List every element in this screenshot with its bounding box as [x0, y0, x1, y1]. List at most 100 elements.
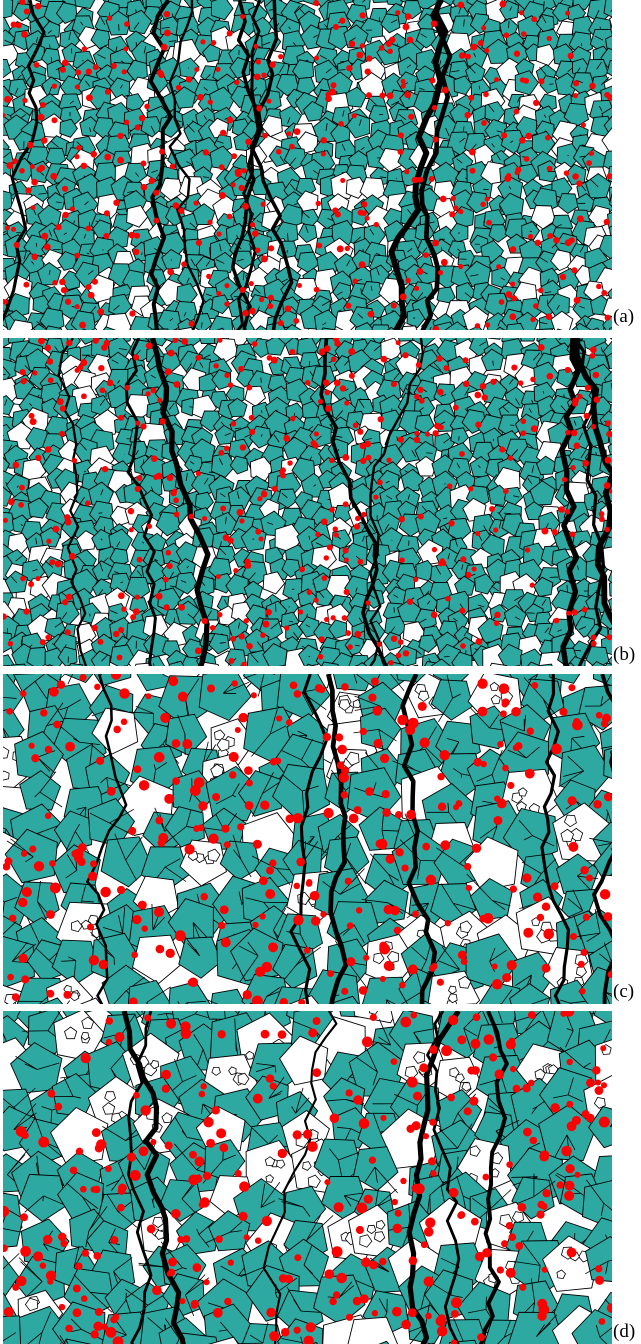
contact-dot — [50, 172, 58, 180]
contact-dot — [567, 796, 577, 806]
force-chain — [124, 338, 157, 666]
contact-dot — [252, 921, 259, 929]
contact-dot — [309, 891, 320, 901]
contact-dot — [323, 807, 334, 819]
contact-dot — [482, 913, 494, 924]
contact-line — [233, 849, 242, 860]
contact-dot — [170, 490, 177, 497]
contact-line — [186, 362, 193, 372]
contact-line — [267, 522, 274, 525]
contact-dot — [446, 483, 453, 489]
contact-dot — [239, 444, 247, 451]
contact-dot — [511, 364, 518, 371]
force-chain — [368, 338, 425, 666]
pentagon — [93, 674, 132, 687]
contact-line — [0, 936, 2, 941]
contact-line — [216, 259, 225, 264]
contact-dot — [379, 92, 386, 99]
contact-line — [372, 1071, 378, 1086]
contact-line — [238, 945, 259, 957]
contact-dot — [480, 201, 486, 208]
contact-dot — [581, 606, 588, 613]
contact-dot — [498, 683, 510, 694]
contact-line — [180, 579, 187, 583]
contact-dot — [502, 764, 509, 772]
pentagon — [79, 997, 102, 1004]
contact-line — [270, 621, 280, 630]
contact-dot — [3, 517, 8, 523]
contact-dot — [224, 283, 230, 289]
contact-line — [386, 495, 393, 500]
contact-dot — [64, 629, 71, 636]
contact-dot — [493, 77, 500, 83]
contact-line — [135, 450, 139, 456]
contact-line — [418, 87, 425, 91]
contact-dot — [338, 121, 344, 127]
contact-line — [369, 853, 389, 875]
contact-dot — [252, 839, 262, 849]
contact-line — [279, 155, 286, 164]
contact-dot — [320, 137, 327, 144]
contact-line — [3, 373, 6, 376]
contact-line — [614, 450, 619, 454]
contact-dot — [53, 720, 62, 729]
contact-line — [266, 986, 281, 997]
contact-line — [118, 915, 123, 934]
contact-dot — [503, 32, 510, 39]
contact-dot — [167, 349, 175, 357]
contact-line — [517, 96, 521, 103]
contact-dot — [200, 892, 208, 901]
contact-dot — [530, 376, 536, 383]
contact-line — [339, 882, 362, 895]
contact-line — [353, 236, 361, 244]
contact-dot — [20, 377, 27, 385]
contact-dot — [402, 650, 410, 657]
contact-line — [151, 903, 154, 931]
contact-line — [110, 610, 118, 614]
contact-line — [145, 338, 150, 342]
contact-dot — [484, 322, 491, 328]
contact-dot — [366, 92, 372, 99]
contact-dot — [12, 461, 20, 469]
contact-line — [452, 902, 479, 912]
contact-line — [202, 176, 210, 179]
contact-line — [492, 360, 494, 367]
contact-dot — [486, 219, 492, 226]
contact-dot — [185, 76, 193, 83]
contact-line — [390, 19, 398, 24]
contact-line — [463, 126, 465, 132]
contact-line — [164, 866, 187, 882]
force-chain — [3, 0, 46, 323]
pentagon — [480, 348, 504, 372]
contact-line — [234, 1018, 237, 1041]
contact-line — [4, 39, 13, 44]
contact-line — [281, 750, 302, 761]
pentagon — [604, 662, 612, 666]
contact-dot — [397, 148, 404, 155]
contact-line — [101, 654, 109, 662]
contact-line — [510, 140, 514, 143]
contact-line — [436, 847, 460, 864]
contact-line — [539, 321, 548, 325]
contact-dot — [78, 843, 87, 852]
contact-dot — [80, 359, 88, 367]
contact-dot — [402, 23, 410, 31]
contact-dot — [431, 104, 438, 111]
contact-dot — [56, 680, 66, 689]
contact-line — [587, 335, 595, 339]
contact-dot — [432, 430, 439, 437]
contact-dot — [533, 99, 540, 107]
contact-dot — [428, 176, 435, 182]
pentagon — [296, 251, 320, 274]
contact-line — [6, 840, 34, 858]
contact-line — [251, 733, 271, 757]
contact-line — [559, 415, 565, 423]
contact-line — [491, 900, 506, 911]
pentagon — [584, 317, 605, 330]
contact-dot — [146, 523, 153, 529]
small-pentagon — [447, 993, 458, 1004]
contact-line — [35, 947, 50, 961]
contact-dot — [296, 282, 303, 288]
pentagon — [535, 43, 558, 67]
contact-dot — [242, 990, 252, 1000]
